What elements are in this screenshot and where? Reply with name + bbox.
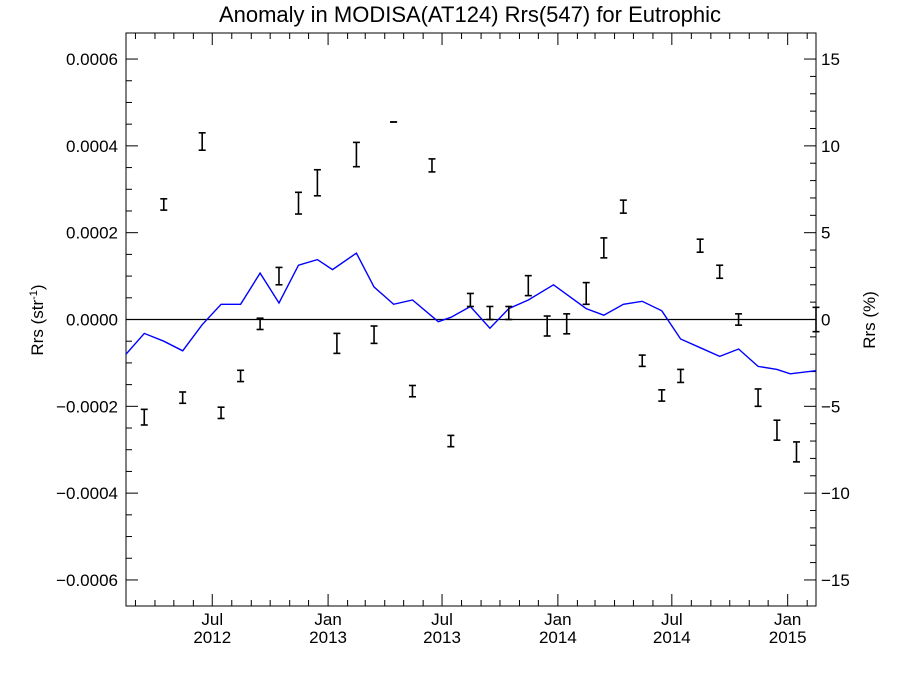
right-tick-label: 5 (821, 224, 830, 243)
x-tick-month: Jan (544, 610, 571, 629)
x-tick-year: 2013 (309, 628, 347, 647)
errorbar-point (333, 332, 341, 355)
errorbar-point (275, 266, 283, 286)
errorbar-point (313, 168, 321, 197)
x-axis-ticks: Jul2012Jan2013Jul2013Jan2014Jul2014Jan20… (134, 33, 808, 647)
right-tick-label: −10 (821, 484, 850, 503)
errorbar-point (370, 325, 378, 345)
errorbar-point (179, 391, 187, 405)
y-axis-label-right: Rrs (%) (860, 291, 879, 349)
x-tick-month: Jul (661, 610, 683, 629)
errorbar-point (716, 264, 724, 280)
errorbar-point (466, 292, 474, 308)
x-tick-month: Jul (431, 610, 453, 629)
series-line-path (125, 252, 817, 375)
right-tick-label: 15 (821, 50, 840, 69)
left-tick-label: 0.0006 (66, 50, 118, 69)
y-axis-label-left: Rrs (str-1) (28, 284, 47, 355)
x-tick-month: Jul (201, 610, 223, 629)
errorbar-point (198, 132, 206, 152)
errorbar-point (524, 274, 532, 297)
errorbar-point (295, 191, 302, 215)
left-axis-ticks: −0.0006 −0.0004 −0.0002 0.0000 0.0002 0.0004 0… (56, 50, 138, 590)
errorbar-point (792, 441, 800, 463)
errorbar-point (217, 406, 225, 420)
errorbar-point (486, 305, 494, 321)
errorbar-point (754, 388, 762, 408)
x-tick-year: 2014 (653, 628, 691, 647)
right-axis-ticks: −15 −10 −5 0 5 10 15 (804, 50, 850, 590)
x-tick-month: Jan (314, 610, 341, 629)
errorbar-point (505, 305, 513, 321)
left-tick-label: 0.0004 (66, 137, 118, 156)
x-tick-year: 2014 (539, 628, 577, 647)
errorbar-point (600, 237, 608, 259)
errorbar-point (543, 315, 551, 337)
x-tick-year: 2015 (769, 628, 807, 647)
errorbar-point (160, 198, 168, 211)
errorbar-point (677, 368, 685, 384)
x-tick-year: 2013 (423, 628, 461, 647)
errorbar-point (812, 306, 820, 333)
errorbar-point (696, 238, 704, 254)
errorbar-point (563, 313, 571, 335)
errorbar-point (773, 419, 781, 441)
errorbar-point (256, 317, 264, 331)
left-tick-label: −0.0004 (56, 484, 118, 503)
left-tick-label: 0.0000 (66, 311, 118, 330)
x-tick-year: 2012 (193, 628, 231, 647)
left-tick-label: −0.0006 (56, 571, 118, 590)
errorbar-point (408, 384, 416, 398)
right-tick-label: 0 (821, 311, 830, 330)
errorbar-point (237, 369, 245, 383)
right-tick-label: 10 (821, 137, 840, 156)
errorbar-point (582, 281, 590, 306)
anomaly-errorbars (140, 121, 820, 463)
errorbar-point (140, 408, 148, 426)
errorbar-point (447, 434, 455, 448)
right-tick-label: −5 (821, 397, 840, 416)
anomaly-percent-line (125, 252, 817, 375)
errorbar-point (428, 158, 436, 173)
errorbar-point (352, 141, 360, 168)
errorbar-point (638, 354, 646, 368)
right-tick-label: −15 (821, 571, 850, 590)
errorbar-point (619, 199, 627, 214)
left-tick-label: 0.0002 (66, 224, 118, 243)
errorbar-point (735, 313, 743, 326)
errorbar-point (658, 389, 666, 402)
x-tick-month: Jan (774, 610, 801, 629)
left-tick-label: −0.0002 (56, 397, 118, 416)
chart-title: Anomaly in MODISA(AT124) Rrs(547) for Eu… (219, 2, 721, 27)
